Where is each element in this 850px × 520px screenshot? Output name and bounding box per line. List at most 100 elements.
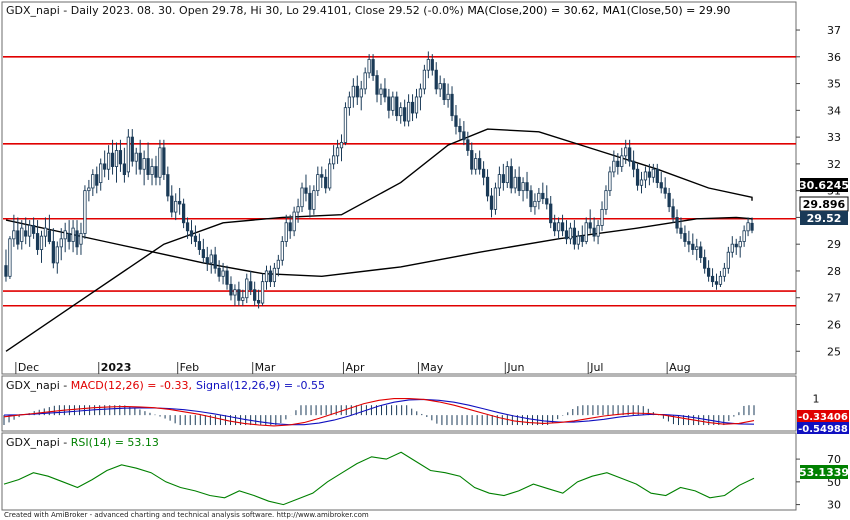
- price-panel-title: GDX_napi - Daily 2023. 08. 30. Open 29.7…: [6, 4, 730, 17]
- price-tick-label: 37: [827, 24, 841, 37]
- candle-body: [517, 176, 521, 192]
- candle-body: [521, 182, 525, 192]
- candle-body: [237, 289, 241, 301]
- candle-body: [114, 150, 119, 167]
- candle-body: [556, 222, 561, 232]
- candle-body: [83, 190, 87, 234]
- candle-body: [217, 267, 221, 277]
- candle-body: [51, 241, 55, 264]
- price-tick-label: 25: [827, 345, 841, 358]
- signal-line: [3, 398, 755, 426]
- candle-body: [631, 160, 636, 170]
- ma50-legend: MA1(Close,50) = 29.90: [603, 4, 731, 17]
- candle-body: [426, 59, 430, 71]
- macd-line: [3, 398, 755, 427]
- candle-body: [335, 147, 340, 157]
- candle-body: [446, 93, 450, 101]
- candle-body: [628, 147, 632, 162]
- ma200-line: [5, 128, 753, 352]
- candle-body: [568, 227, 573, 240]
- candle-body: [501, 174, 505, 184]
- price-title-prefix: GDX_napi - Daily 2023. 08. 30. Open 29.7…: [6, 4, 467, 17]
- candle-body: [225, 270, 229, 285]
- price-tick-label: 34: [827, 104, 841, 117]
- candle-body: [395, 96, 399, 117]
- candle-body: [197, 241, 202, 250]
- candle-body: [560, 222, 565, 232]
- candle-body: [296, 206, 300, 213]
- candle-body: [703, 257, 707, 269]
- candle-body: [442, 83, 446, 101]
- candle-body: [635, 168, 640, 186]
- candle-body: [328, 163, 332, 189]
- candlesticks: [4, 51, 754, 309]
- candle-body: [24, 230, 28, 237]
- price-tick-label: 28: [827, 265, 841, 278]
- candle-body: [383, 88, 387, 98]
- candle-body: [363, 72, 367, 90]
- candle-body: [320, 174, 324, 178]
- macd-legend: MACD(12,26) = -0.33,: [71, 379, 192, 392]
- candle-body: [316, 174, 320, 192]
- candle-body: [647, 171, 652, 178]
- candle-body: [710, 275, 715, 283]
- date-tick-label: Dec: [18, 361, 39, 374]
- candle-body: [624, 147, 628, 157]
- tag-rsi-text: 53.1339: [799, 466, 849, 479]
- candle-body: [493, 187, 498, 210]
- candle-body: [35, 233, 40, 250]
- candle-body: [20, 227, 24, 242]
- date-tick-label: Mar: [255, 361, 276, 374]
- candle-body: [671, 206, 675, 218]
- candle-body: [47, 230, 52, 242]
- candle-body: [391, 96, 395, 111]
- candle-body: [403, 107, 407, 122]
- candle-body: [485, 176, 490, 197]
- candle-body: [564, 230, 569, 240]
- candle-body: [454, 115, 458, 127]
- candle-body: [379, 88, 383, 95]
- candle-body: [580, 235, 584, 242]
- candle-body: [154, 166, 158, 178]
- candle-body: [616, 160, 620, 167]
- candle-body: [608, 171, 612, 192]
- horizontal-levels: [3, 55, 796, 307]
- candle-body: [695, 246, 699, 250]
- candle-body: [600, 208, 604, 226]
- candle-body: [12, 230, 16, 240]
- candle-body: [529, 190, 533, 208]
- candle-body: [714, 281, 719, 285]
- candle-body: [663, 187, 667, 194]
- candle-body: [193, 235, 198, 242]
- candle-body: [331, 155, 336, 165]
- tag-signal: -0.54988: [797, 422, 849, 435]
- candle-body: [675, 217, 679, 229]
- candle-body: [367, 59, 371, 74]
- candle-body: [241, 297, 245, 301]
- candle-body: [178, 200, 182, 205]
- candle-body: [604, 190, 608, 210]
- rsi-panel-frame: [1, 432, 797, 511]
- candle-body: [343, 107, 348, 143]
- candle-body: [418, 88, 423, 98]
- candle-body: [553, 222, 557, 232]
- candle-body: [576, 235, 580, 245]
- candle-body: [470, 150, 474, 170]
- candle-body: [746, 222, 750, 232]
- candle-body: [458, 126, 462, 133]
- price-tick-label: 32: [827, 158, 841, 171]
- candle-body: [201, 249, 205, 258]
- macd-title-prefix: GDX_napi -: [6, 379, 71, 392]
- candle-body: [549, 203, 553, 224]
- candle-body: [253, 289, 257, 301]
- candle-body: [438, 83, 442, 90]
- tag-ma200: 30.6245: [799, 178, 849, 192]
- candle-body: [474, 158, 478, 170]
- candle-body: [525, 182, 529, 192]
- candle-body: [351, 85, 355, 98]
- price-tick-label: 35: [827, 78, 841, 91]
- date-tick-label: Jun: [506, 361, 524, 374]
- candle-body: [55, 246, 59, 264]
- candle-body: [245, 278, 249, 299]
